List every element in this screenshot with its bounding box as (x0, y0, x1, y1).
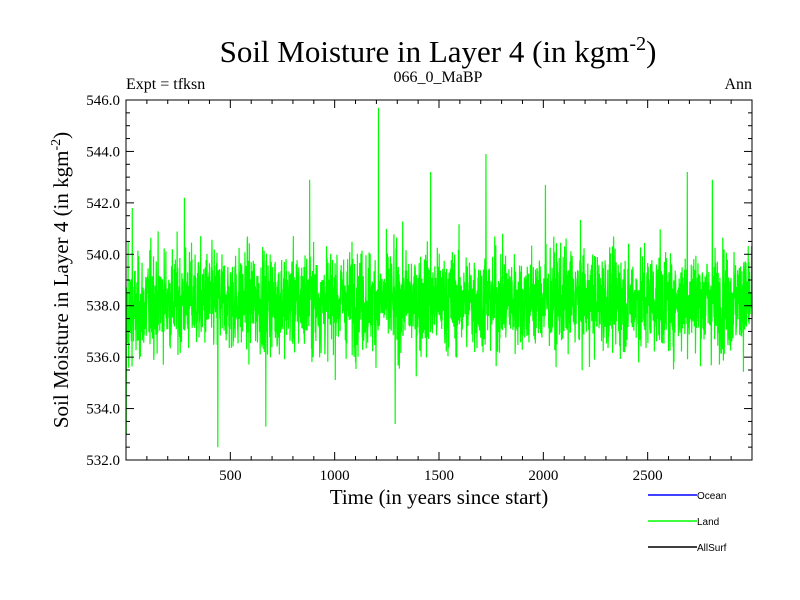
y-tick-label: 546.0 (86, 93, 120, 109)
series-land-line (125, 107, 753, 448)
x-tick-label: 1500 (424, 468, 454, 484)
subtitle-left: Expt = tfksn (126, 76, 205, 93)
x-tick-label: 2500 (633, 468, 663, 484)
legend-label: AllSurf (697, 543, 727, 554)
chart-title: Soil Moisture in Layer 4 (in kgm-2) (220, 33, 657, 69)
x-tick-label: 500 (219, 468, 242, 484)
x-axis-ticks: 500 1000 1500 2000 2500 (146, 100, 732, 484)
x-axis-label: Time (in years since start) (330, 485, 549, 509)
y-tick-label: 542.0 (86, 196, 120, 212)
y-tick-label: 534.0 (86, 402, 120, 418)
x-tick-label: 2000 (528, 468, 558, 484)
x-tick-label: 1000 (320, 468, 350, 484)
y-tick-label: 538.0 (86, 299, 120, 315)
y-tick-label: 540.0 (86, 247, 120, 263)
y-tick-label: 536.0 (86, 350, 120, 366)
legend-label: Land (697, 517, 719, 528)
subtitle-right: Ann (724, 76, 752, 93)
legend-label: Ocean (697, 491, 726, 502)
y-axis-label: Soil Moisture in Layer 4 (in kgm-2) (49, 132, 73, 428)
y-axis-ticks: 532.0 534.0 536.0 538.0 540.0 542.0 544.0 546.0 (86, 93, 752, 469)
subtitle-center: 066_0_MaBP (394, 69, 483, 86)
y-tick-label: 544.0 (86, 144, 120, 160)
legend: Ocean Land AllSurf (648, 491, 727, 554)
y-tick-label: 532.0 (86, 453, 120, 469)
